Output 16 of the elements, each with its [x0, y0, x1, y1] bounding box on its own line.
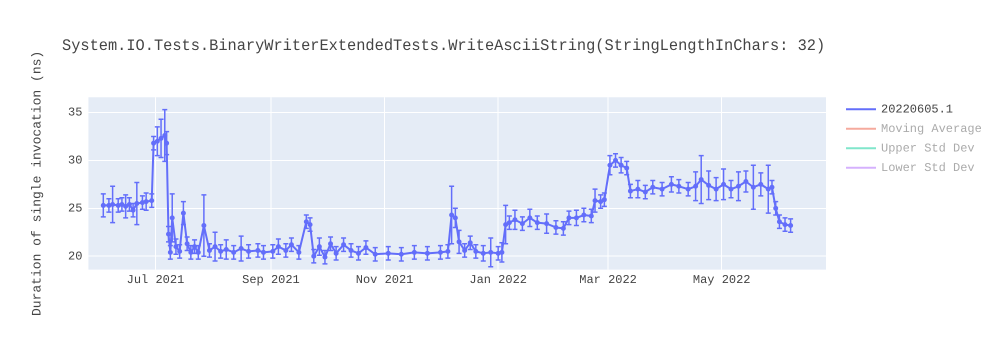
chart-title: System.IO.Tests.BinaryWriterExtendedTests.WriteAsciiString(StringLengthInChars: 32) — [62, 36, 826, 55]
y-tick-label: 30 — [68, 154, 82, 168]
y-axis-title: Duration of single invocation (ns) — [29, 50, 44, 316]
x-tick-label: Jul 2021 — [126, 272, 184, 287]
x-tick-label: Jan 2022 — [469, 272, 527, 287]
x-tick-label: Sep 2021 — [242, 272, 300, 287]
legend-label: Moving Average — [881, 122, 982, 136]
legend-label: Upper Std Dev — [881, 141, 975, 156]
legend-label: Lower Std Dev — [881, 160, 975, 175]
y-tick-label: 35 — [68, 106, 82, 120]
y-tick-label: 25 — [68, 201, 82, 216]
x-tick-label: Nov 2021 — [356, 272, 414, 287]
x-tick-label: Mar 2022 — [579, 272, 637, 287]
legend-label: 20220605.1 — [881, 102, 954, 116]
y-tick-label: 20 — [68, 249, 82, 264]
x-tick-label: May 2022 — [692, 272, 750, 287]
